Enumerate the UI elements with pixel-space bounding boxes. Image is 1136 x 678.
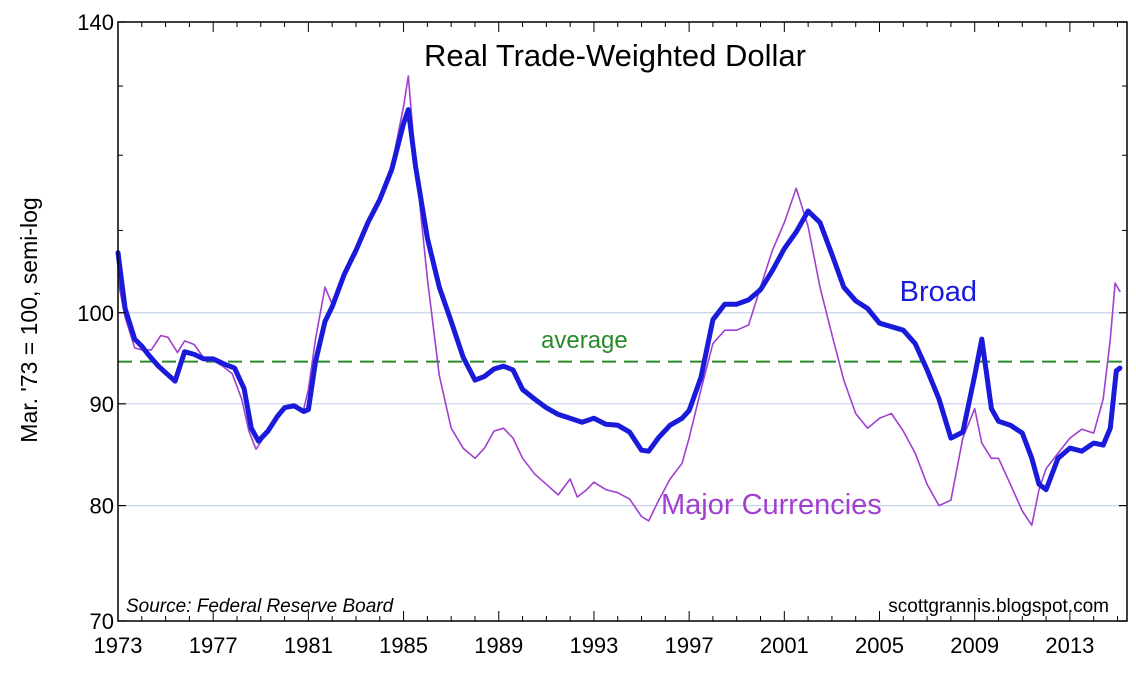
series-line-broad	[115, 107, 1123, 493]
y-tick-label-140: 140	[77, 10, 114, 35]
x-tick-label-1997: 1997	[665, 633, 714, 658]
y-tick-label-80: 80	[90, 494, 114, 519]
x-tick-label-1993: 1993	[569, 633, 618, 658]
y-axis-label: Mar. '73 = 100, semi-log	[16, 197, 42, 442]
y-tick-label-90: 90	[90, 392, 114, 417]
x-tick-label-1977: 1977	[189, 633, 238, 658]
source-note: Source: Federal Reserve Board	[126, 596, 395, 617]
chart-title: Real Trade-Weighted Dollar	[424, 38, 806, 73]
series-label-major-currencies: Major Currencies	[661, 489, 882, 521]
series-lines	[115, 75, 1123, 527]
x-tick-label-1985: 1985	[379, 633, 428, 658]
axis-ticks: 70 80 90 100 140 1973 1977 1981 1985 1989 1993 1997…	[77, 10, 1127, 658]
x-tick-label-1973: 1973	[94, 633, 143, 658]
x-tick-label-2005: 2005	[855, 633, 904, 658]
y-tick-label-100: 100	[77, 301, 114, 326]
plot-frame	[117, 21, 1128, 622]
x-tick-label-2013: 2013	[1045, 633, 1094, 658]
gridlines	[118, 312, 1127, 507]
x-tick-label-1981: 1981	[284, 633, 333, 658]
credit-note: scottgrannis.blogspot.com	[888, 596, 1109, 617]
x-tick-label-2001: 2001	[760, 633, 809, 658]
series-label-broad: Broad	[900, 276, 977, 308]
x-tick-label-1989: 1989	[474, 633, 523, 658]
average-label: average	[541, 327, 628, 354]
y-tick-label-70: 70	[90, 609, 114, 634]
x-tick-label-2009: 2009	[950, 633, 999, 658]
